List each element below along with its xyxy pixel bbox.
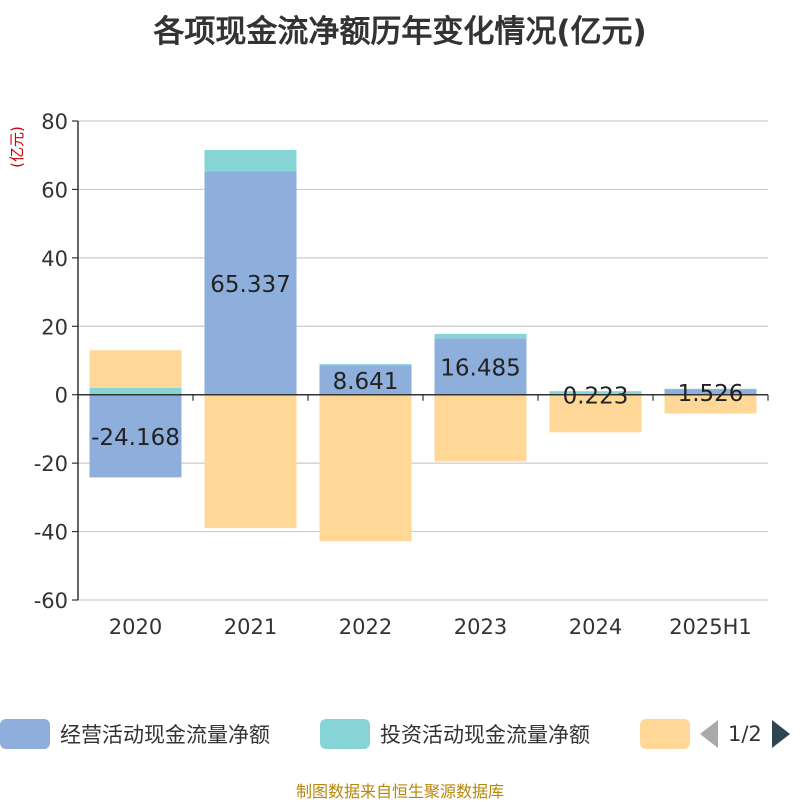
x-tick-label: 2022 — [339, 615, 392, 639]
pager-next-icon[interactable] — [771, 720, 790, 748]
legend-pager: 1/2 — [700, 718, 790, 750]
legend-label-investing: 投资活动现金流量净额 — [380, 723, 590, 747]
bar-financing — [89, 350, 182, 388]
bar-operating — [204, 171, 297, 395]
legend-swatch-operating — [0, 719, 50, 749]
bar-financing — [549, 394, 642, 433]
data-label: 1.526 — [678, 381, 744, 407]
bar-investing — [549, 391, 642, 394]
bar-financing — [434, 394, 527, 462]
data-label: 16.485 — [440, 356, 520, 382]
bar-investing — [319, 364, 412, 366]
pager-prev-icon[interactable] — [700, 720, 718, 748]
bar-financing — [319, 394, 412, 542]
legend-item-operating[interactable]: 经营活动现金流量净额 — [0, 718, 270, 750]
bar-investing — [204, 149, 297, 172]
bar-series — [89, 149, 757, 542]
data-label: 8.641 — [333, 369, 399, 395]
bar-operating — [434, 338, 527, 395]
y-tick-label: 80 — [41, 110, 68, 134]
source-note: 制图数据来自恒生聚源数据库 — [295, 782, 504, 801]
data-label: 0.223 — [563, 383, 629, 409]
bar-chart: (亿元) -60 -40 -20 0 20 40 60 80 2020 2021 2022 2023 2… — [8, 110, 769, 639]
grid-lines — [78, 120, 768, 601]
y-tick-label: 0 — [55, 384, 68, 408]
y-tick-label: -20 — [34, 452, 68, 476]
data-label: -24.168 — [91, 425, 180, 451]
bar-investing — [434, 333, 527, 339]
data-labels: -24.168 65.337 8.641 16.485 0.223 1.526 — [91, 272, 743, 451]
x-tick-label: 2024 — [569, 615, 622, 639]
x-tick-label: 2020 — [109, 615, 162, 639]
data-label: 65.337 — [210, 272, 290, 298]
y-tick-label: -60 — [34, 589, 68, 613]
bar-operating — [664, 389, 757, 395]
y-tick-label: 40 — [41, 247, 68, 271]
bar-investing — [89, 387, 182, 395]
x-tick-label: 2021 — [224, 615, 277, 639]
y-axis-unit-label: (亿元) — [8, 126, 26, 168]
legend-item-investing[interactable]: 投资活动现金流量净额 — [320, 718, 590, 750]
legend-swatch-financing — [640, 719, 690, 749]
legend-swatch-investing — [320, 719, 370, 749]
bar-operating — [89, 394, 182, 478]
bar-operating — [319, 365, 412, 395]
x-tick-label: 2023 — [454, 615, 507, 639]
legend-label-operating: 经营活动现金流量净额 — [60, 723, 270, 747]
bar-financing — [204, 394, 297, 529]
bar-financing — [664, 394, 757, 414]
axes: -60 -40 -20 0 20 40 60 80 2020 2021 2022 2023 2024 20… — [34, 110, 769, 639]
pager-text: 1/2 — [728, 722, 762, 746]
chart-title: 各项现金流净额历年变化情况(亿元) — [153, 14, 647, 50]
y-tick-label: 60 — [41, 178, 68, 202]
bar-investing — [664, 388, 757, 390]
y-tick-label: -40 — [34, 521, 68, 545]
y-tick-label: 20 — [41, 315, 68, 339]
legend-item-financing[interactable] — [640, 718, 690, 750]
x-tick-label: 2025H1 — [669, 615, 752, 639]
